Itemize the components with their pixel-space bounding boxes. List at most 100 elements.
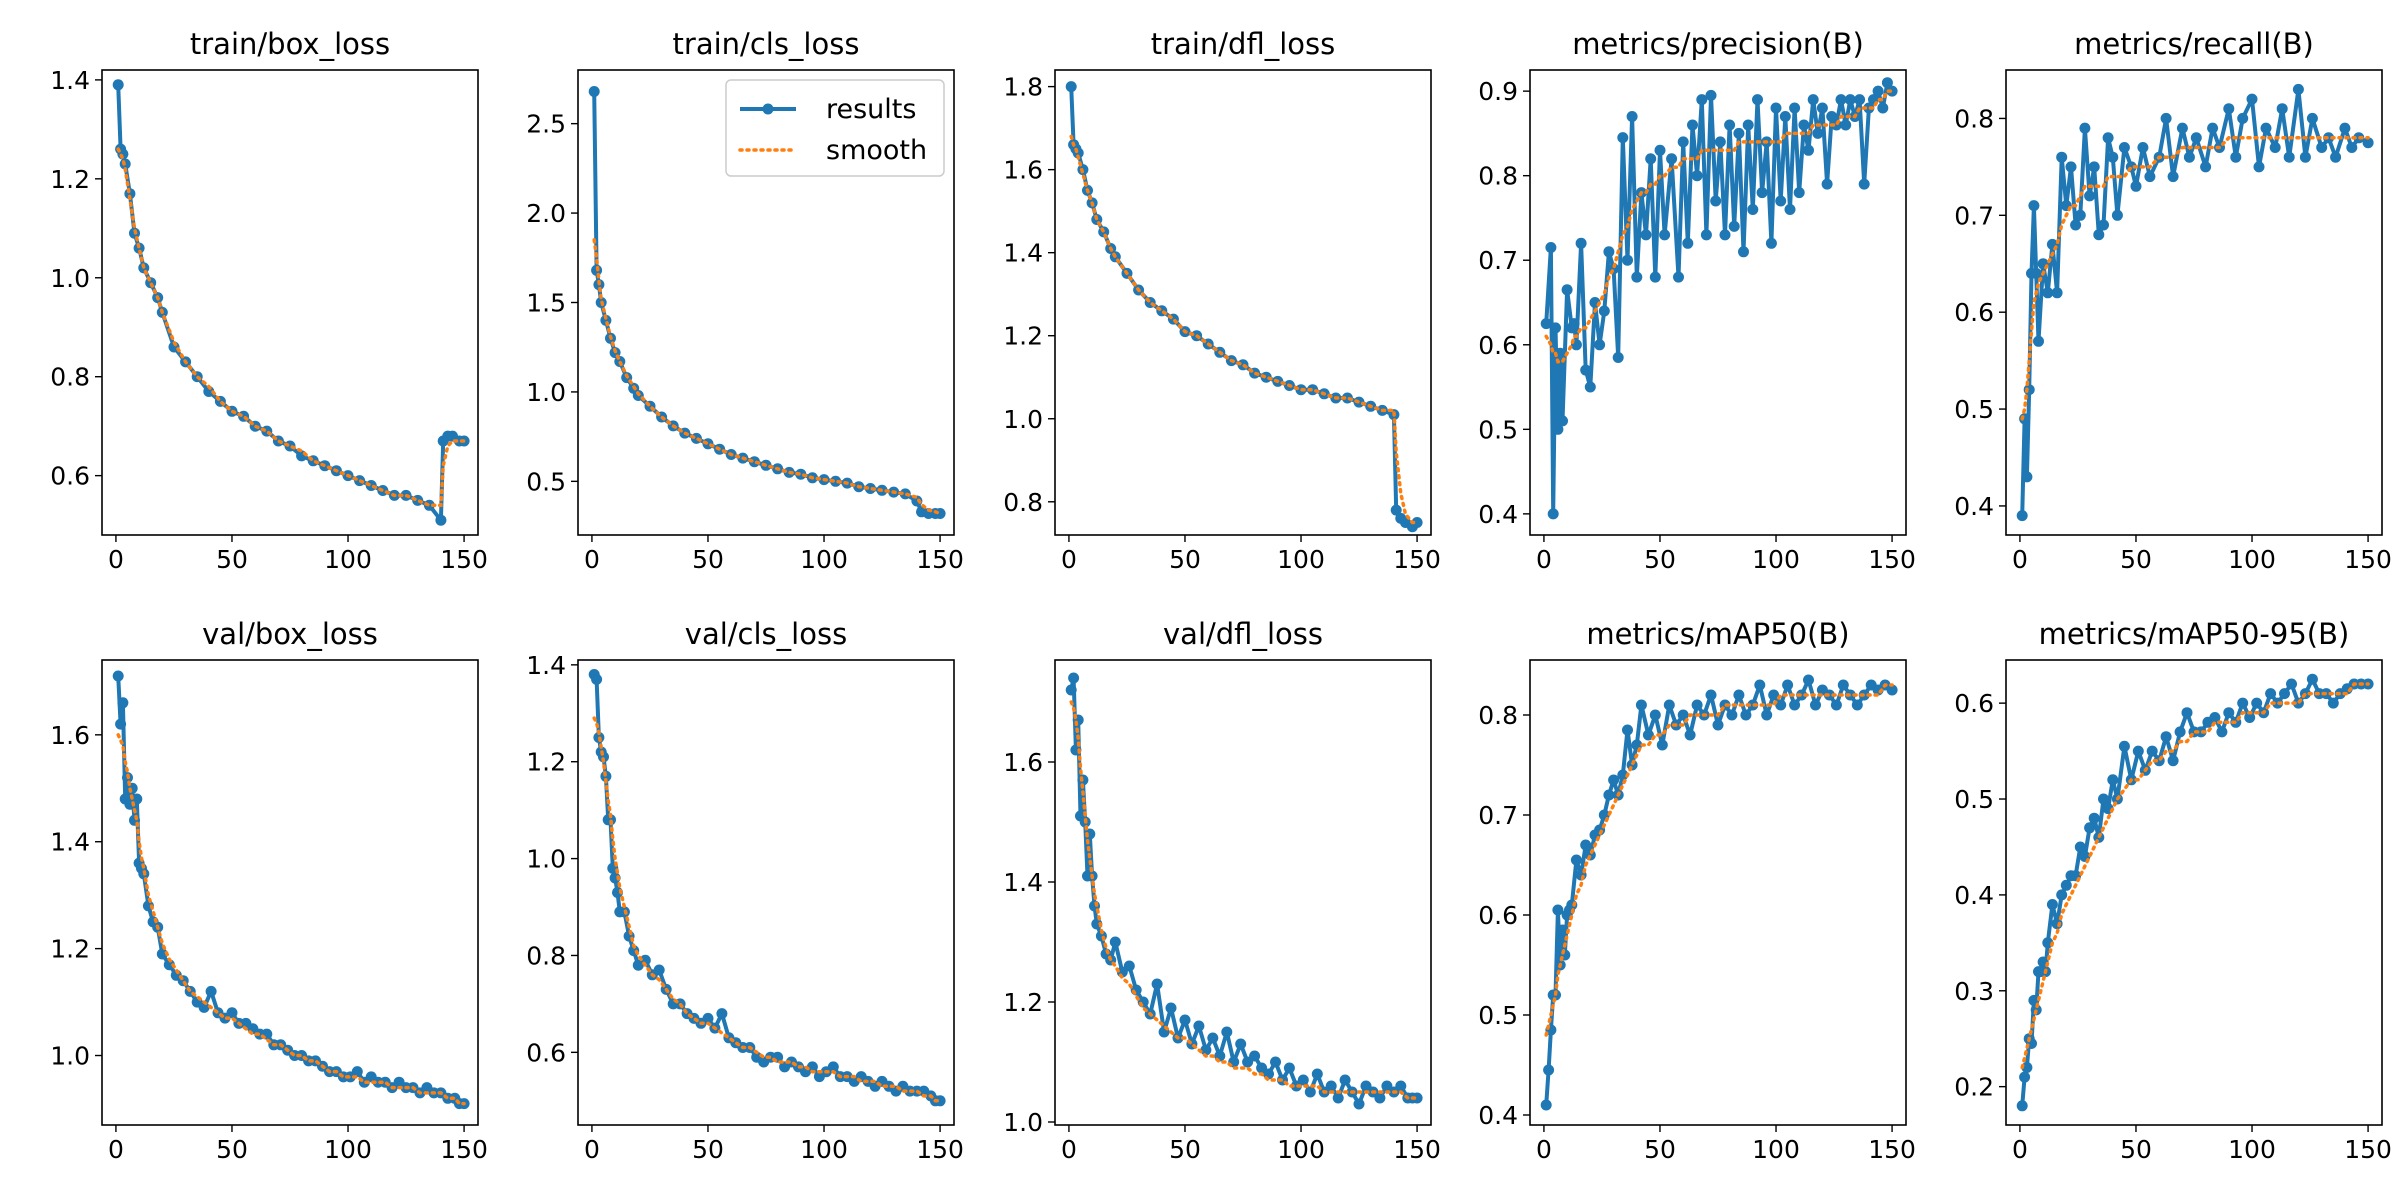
y-tick-label: 1.2 — [1003, 322, 1043, 351]
results-point — [1673, 271, 1684, 283]
results-point — [1782, 679, 1794, 691]
results-point — [2265, 688, 2277, 700]
y-tick-label: 1.4 — [1003, 239, 1043, 268]
axes-frame — [577, 659, 955, 1126]
results-point — [2279, 688, 2290, 700]
results-point — [1881, 77, 1893, 89]
x-tick-label: 150 — [440, 545, 488, 574]
results-point — [1877, 102, 1889, 114]
y-tick-label: 0.4 — [1478, 1101, 1518, 1130]
results-point — [827, 1061, 839, 1073]
results-point — [2246, 93, 2258, 105]
results-point — [2093, 229, 2105, 241]
y-tick-label: 0.8 — [526, 941, 566, 970]
x-tick-label: 0 — [2012, 545, 2028, 574]
results-point — [1561, 284, 1573, 296]
x-tick-label: 50 — [216, 1135, 248, 1164]
results-point — [1712, 719, 1724, 731]
results-point — [1552, 423, 1564, 435]
chart-panel: val/dfl_loss 0 50 100 150 1.0 1.2 1.4 1.6 — [1003, 617, 1441, 1164]
results-point — [2167, 755, 2179, 767]
y-tick-label: 0.8 — [1954, 104, 1994, 133]
results-point — [2070, 219, 2082, 231]
results-point — [1784, 204, 1796, 215]
axes-frame — [1054, 659, 1432, 1126]
results-point — [2216, 726, 2228, 738]
results-point — [1663, 699, 1675, 711]
x-tick-label: 150 — [916, 1135, 964, 1164]
results-point — [2084, 190, 2096, 202]
y-tick-label: 0.4 — [1954, 492, 1994, 521]
results-point — [2276, 103, 2288, 115]
results-point — [1654, 144, 1666, 156]
axes-frame — [101, 659, 479, 1126]
x-tick-label: 50 — [2120, 1135, 2152, 1164]
results-point — [2060, 879, 2072, 891]
y-tick-label: 1.4 — [1003, 868, 1043, 897]
axes-frame — [2005, 69, 2383, 536]
results-point — [1666, 153, 1678, 165]
results-point — [2286, 678, 2297, 690]
results-point — [2021, 471, 2033, 483]
results-point — [1580, 364, 1592, 376]
y-tick-label: 1.0 — [1003, 1108, 1043, 1137]
results-point — [1656, 739, 1668, 751]
results-point — [1728, 220, 1740, 232]
results-point — [112, 670, 124, 682]
results-point — [1598, 305, 1610, 317]
results-point — [1793, 187, 1805, 199]
x-tick-label: 150 — [1393, 545, 1441, 574]
results-point — [2237, 112, 2249, 124]
results-point — [1754, 679, 1766, 691]
smooth-series-line — [1069, 134, 1419, 525]
results-point — [1584, 381, 1596, 393]
x-tick-label: 0 — [2012, 1135, 2028, 1164]
chart-panel: metrics/mAP50-95(B) 0 50 100 150 0.2 0.3 0.4 0.5… — [1954, 617, 2392, 1164]
y-tick-label: 1.2 — [50, 165, 90, 194]
x-tick-label: 100 — [324, 1135, 372, 1164]
results-point — [1789, 102, 1801, 114]
y-tick-label: 1.0 — [50, 264, 90, 293]
results-point — [2292, 83, 2304, 95]
x-tick-label: 50 — [2120, 545, 2152, 574]
results-point — [1151, 978, 1163, 990]
results-point — [1200, 1044, 1212, 1056]
y-tick-label: 0.5 — [1954, 785, 1994, 814]
y-tick-label: 2.5 — [526, 110, 566, 139]
results-point — [716, 1008, 728, 1020]
results-point — [1123, 960, 1135, 972]
results-point — [2146, 745, 2158, 757]
y-tick-label: 0.6 — [50, 462, 90, 491]
results-point — [1687, 119, 1698, 131]
y-tick-label: 1.4 — [50, 828, 90, 857]
results-point — [2084, 822, 2096, 834]
results-point — [1765, 237, 1777, 249]
results-point — [2316, 142, 2328, 153]
results-point — [1752, 94, 1763, 106]
x-tick-label: 50 — [1169, 545, 1201, 574]
results-point — [1552, 904, 1564, 916]
results-point — [2306, 112, 2318, 124]
results-point — [1270, 1056, 1281, 1068]
y-tick-label: 0.8 — [1003, 488, 1043, 517]
results-point — [2237, 697, 2249, 709]
results-point — [1395, 1080, 1407, 1092]
results-point — [2144, 171, 2156, 183]
x-tick-label: 50 — [216, 545, 248, 574]
results-point — [1756, 187, 1768, 199]
results-point — [1677, 709, 1689, 721]
results-point — [1065, 684, 1077, 696]
results-point — [2137, 142, 2149, 153]
results-point — [830, 475, 842, 487]
chart-panel: train/cls_loss 0 50 100 150 0.5 1.0 1.5 2.0 2.5 re… — [526, 27, 964, 574]
x-tick-label: 50 — [692, 1135, 724, 1164]
x-tick-label: 100 — [1277, 545, 1325, 574]
smooth-series-line — [1069, 700, 1419, 1100]
y-tick-label: 0.5 — [1478, 1001, 1518, 1030]
y-tick-label: 1.2 — [1003, 988, 1043, 1017]
results-point — [1816, 102, 1828, 114]
results-point — [2056, 151, 2068, 163]
results-point — [2030, 267, 2042, 279]
